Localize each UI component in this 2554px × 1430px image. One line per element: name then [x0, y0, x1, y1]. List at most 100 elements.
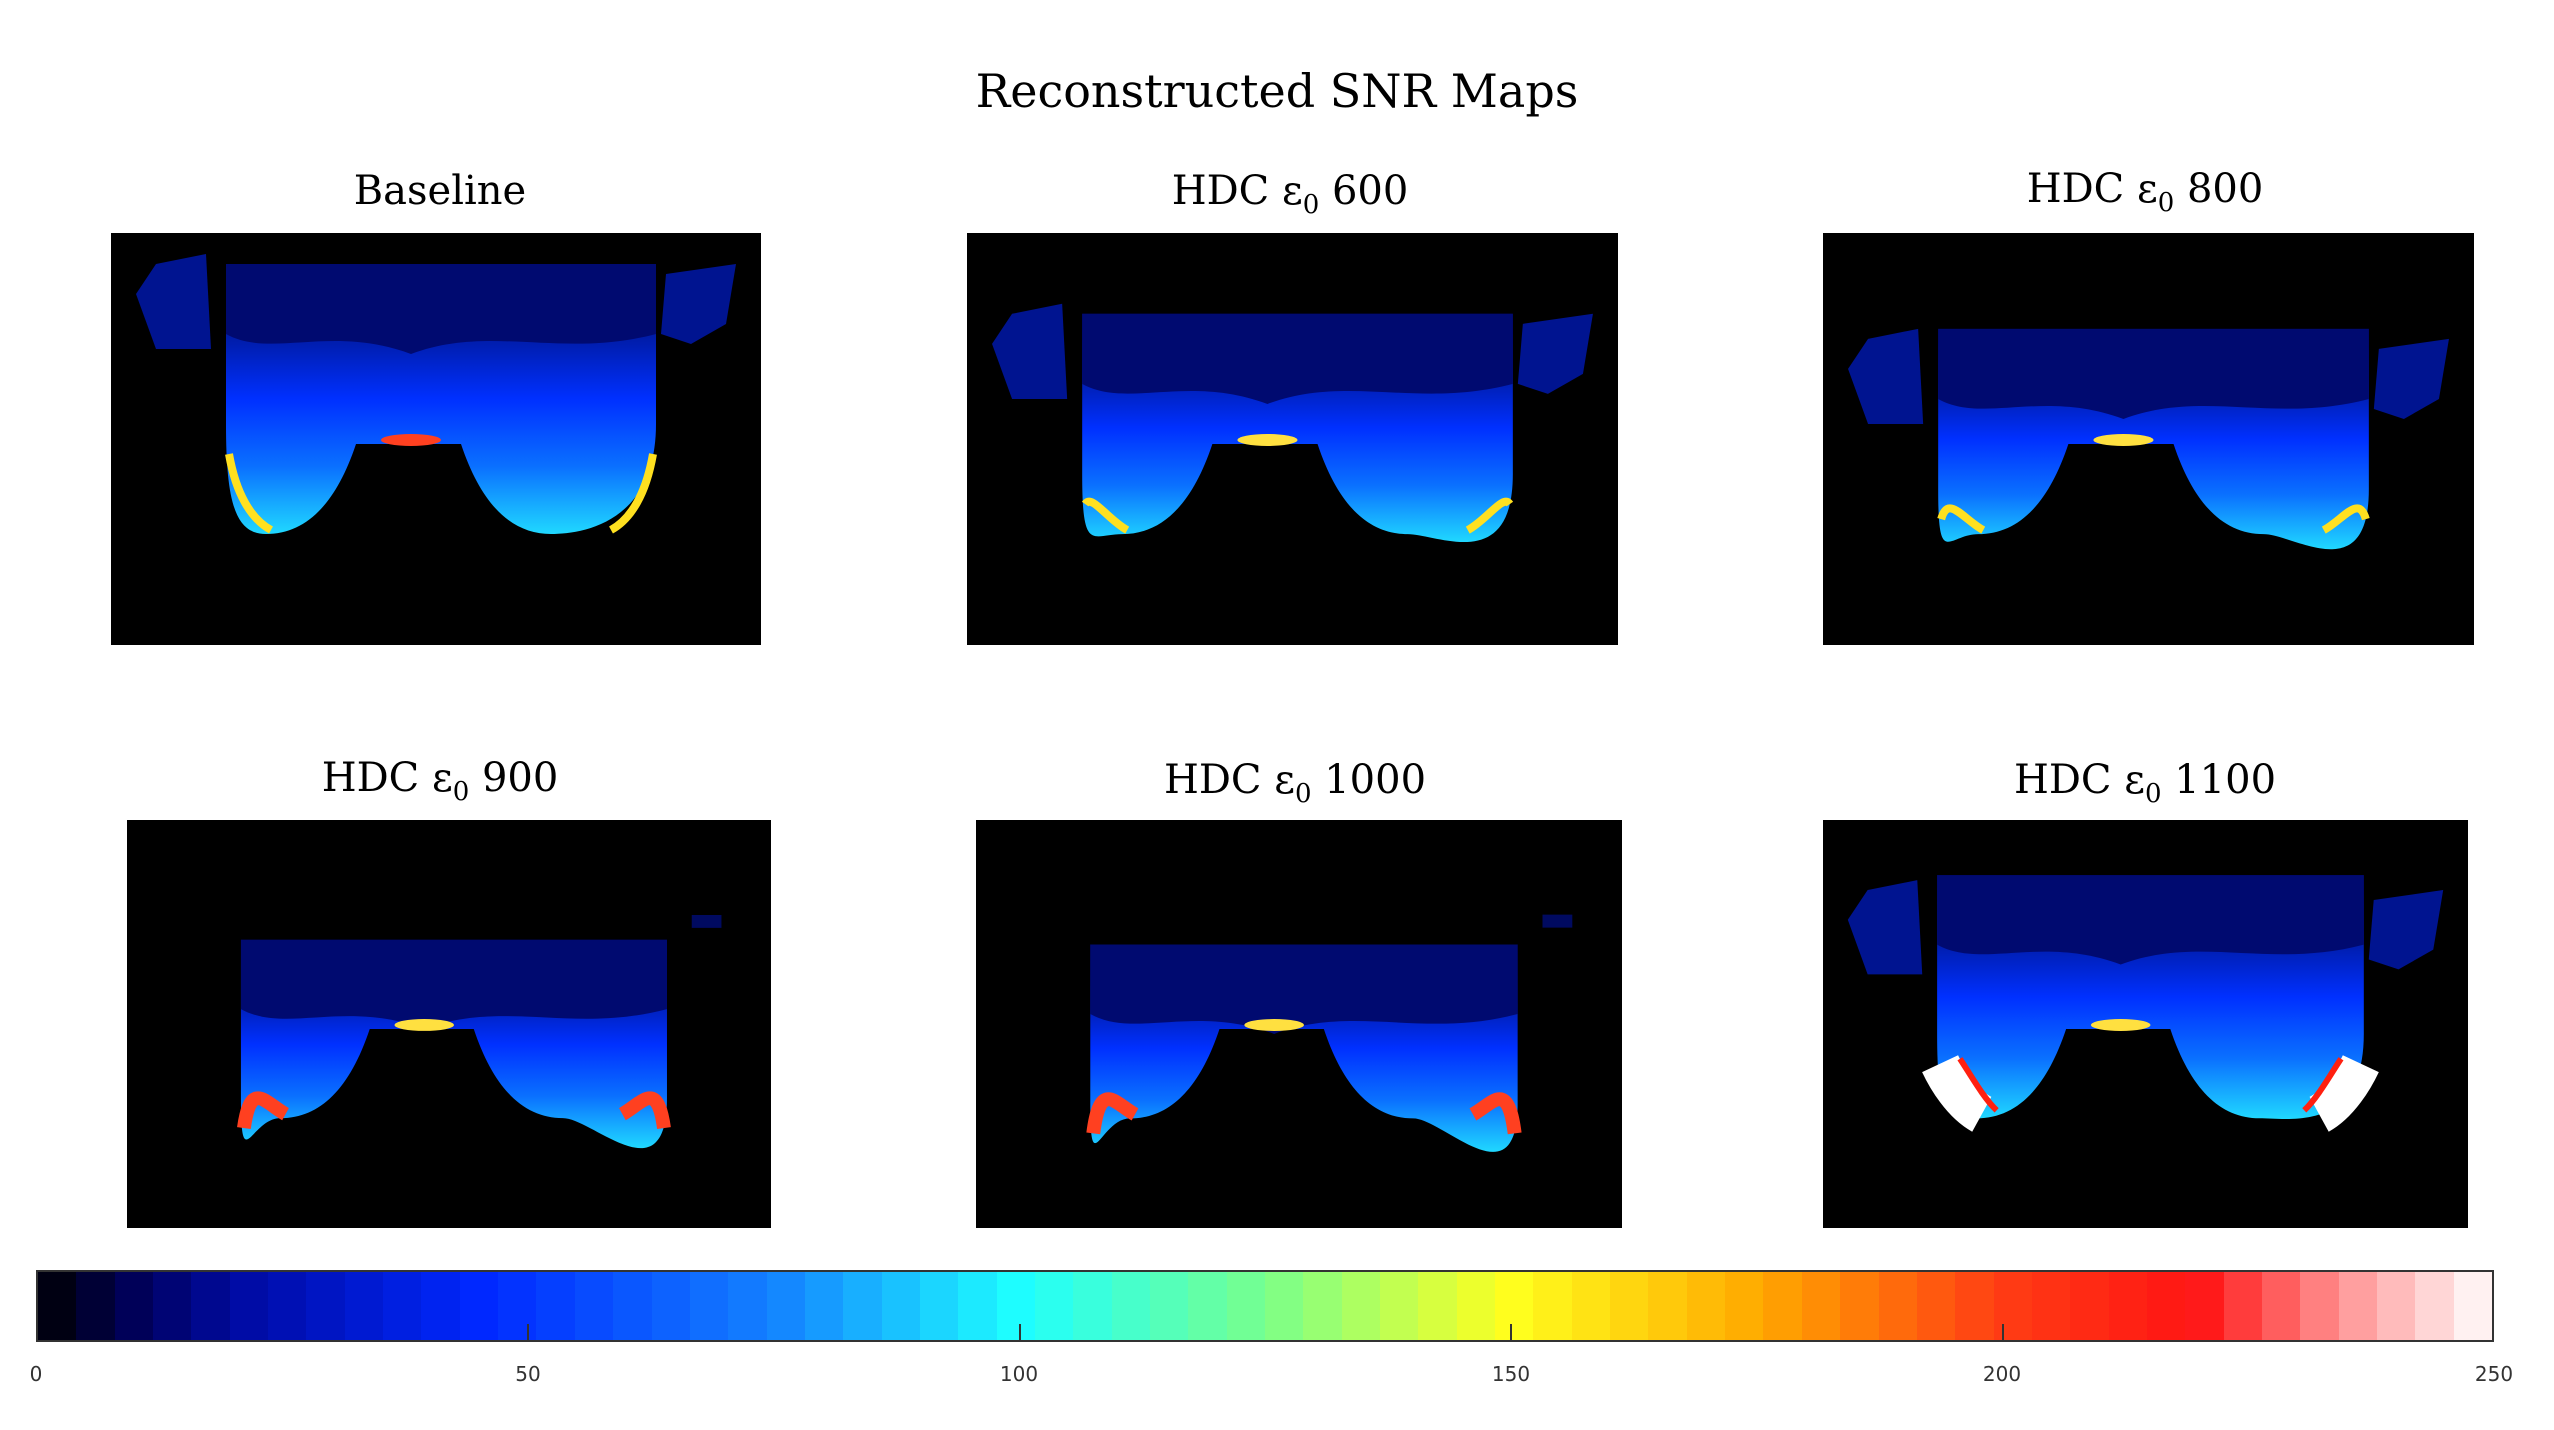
tissue-region	[661, 264, 736, 344]
colorbar-tick	[527, 1324, 529, 1342]
high-snr-spot	[1237, 433, 1298, 447]
panel-title-subscript: 0	[452, 777, 470, 807]
panel-title-hdc-800: HDC ε0 800	[1815, 166, 2475, 218]
colorbar-segment	[613, 1272, 652, 1340]
colorbar-segment	[2338, 1272, 2377, 1340]
panel-title-hdc-1100: HDC ε0 1100	[1815, 757, 2475, 809]
panel-title-prefix: HDC ε	[1171, 168, 1303, 214]
tissue-region	[136, 254, 211, 349]
colorbar-segment	[1226, 1272, 1265, 1340]
colorbar-segment	[1380, 1272, 1419, 1340]
colorbar-segment	[958, 1272, 997, 1340]
colorbar-segment	[1840, 1272, 1879, 1340]
panel-title-hdc-900: HDC ε0 900	[110, 755, 770, 807]
high-snr-rim	[237, 1091, 290, 1130]
panel-title-baseline: Baseline	[110, 168, 770, 214]
colorbar-segment	[1801, 1272, 1841, 1340]
tissue-region	[1937, 875, 2364, 965]
colorbar-segment	[1495, 1272, 1534, 1340]
snr-map-hdc-1000	[976, 820, 1622, 1228]
tissue-region	[1082, 313, 1513, 404]
colorbar-segment	[536, 1272, 575, 1340]
colorbar-segment	[2146, 1272, 2186, 1340]
colorbar-segment	[2223, 1272, 2262, 1340]
colorbar-tick-label: 100	[999, 1362, 1039, 1386]
panel-title-suffix: 1000	[1311, 757, 1427, 803]
colorbar-segment	[1149, 1272, 1189, 1340]
colorbar-segment	[1188, 1272, 1227, 1340]
colorbar-segment	[804, 1272, 844, 1340]
high-snr-rim	[608, 453, 657, 534]
colorbar-strip	[36, 1270, 2494, 1342]
panel-title-subscript: 0	[2144, 779, 2162, 809]
tissue-region	[1542, 914, 1573, 928]
colorbar-segment	[574, 1272, 614, 1340]
figure-title: Reconstructed SNR Maps	[975, 64, 1579, 118]
colorbar	[36, 1270, 2494, 1342]
colorbar-segment	[919, 1272, 959, 1340]
colorbar-tick-label: 0	[29, 1362, 43, 1386]
colorbar-segment	[1034, 1272, 1074, 1340]
panel-title-prefix: HDC ε	[2013, 757, 2145, 803]
colorbar-segment	[1725, 1272, 1764, 1340]
colorbar-segment	[1456, 1272, 1496, 1340]
high-snr-spot	[381, 434, 441, 446]
high-snr-rim	[2321, 504, 2370, 534]
tissue-region	[1848, 328, 1924, 424]
colorbar-tick	[2002, 1324, 2004, 1342]
high-snr-rim	[1081, 497, 1130, 534]
colorbar-segment	[1993, 1272, 2032, 1340]
colorbar-segment	[76, 1272, 115, 1340]
colorbar-segment	[498, 1272, 537, 1340]
colorbar-segment	[1418, 1272, 1457, 1340]
high-snr-rim	[2308, 1054, 2379, 1132]
tissue-region	[1847, 880, 1923, 975]
colorbar-tick-label: 150	[1491, 1362, 1531, 1386]
snr-map-image	[1086, 914, 1573, 1152]
panel-title-prefix: HDC ε	[1163, 757, 1295, 803]
panel-title-suffix: 1100	[2161, 757, 2277, 803]
panel-title-prefix: HDC ε	[321, 755, 453, 801]
panel-title-hdc-1000: HDC ε0 1000	[965, 757, 1625, 809]
colorbar-tick-label: 50	[515, 1362, 541, 1386]
colorbar-segment	[459, 1272, 499, 1340]
high-snr-rim	[1957, 1057, 1999, 1113]
panel-title-prefix: Baseline	[353, 168, 527, 214]
colorbar-segment	[1111, 1272, 1150, 1340]
colorbar-segment	[306, 1272, 345, 1340]
panel-title-subscript: 0	[1302, 190, 1320, 220]
colorbar-segment	[1878, 1272, 1917, 1340]
colorbar-segment	[843, 1272, 882, 1340]
high-snr-rim	[1469, 1092, 1522, 1135]
snr-map-image	[136, 254, 736, 534]
tissue-region	[2373, 338, 2449, 419]
colorbar-segment	[1341, 1272, 1381, 1340]
colorbar-segment	[2376, 1272, 2416, 1340]
panel-title-suffix: 900	[469, 755, 559, 801]
colorbar-segment	[766, 1272, 805, 1340]
snr-map-hdc-800	[1823, 233, 2474, 645]
colorbar-segment	[344, 1272, 384, 1340]
colorbar-segment	[191, 1272, 230, 1340]
high-snr-rim	[618, 1091, 671, 1130]
high-snr-spot	[1244, 1019, 1304, 1031]
high-snr-rim	[225, 453, 274, 534]
snr-map-baseline	[111, 233, 761, 645]
colorbar-segment	[38, 1272, 77, 1340]
high-snr-spot	[2090, 1019, 2151, 1031]
tissue-region	[992, 303, 1068, 399]
colorbar-tick	[1019, 1324, 1021, 1342]
snr-map-image	[1847, 875, 2444, 1132]
tissue-region	[2368, 890, 2444, 970]
colorbar-segment	[114, 1272, 154, 1340]
panel-title-suffix: 600	[1319, 168, 1409, 214]
colorbar-segment	[728, 1272, 767, 1340]
colorbar-segment	[1610, 1272, 1649, 1340]
colorbar-segment	[689, 1272, 729, 1340]
snr-map-image	[1848, 328, 2449, 550]
tissue-region	[1938, 328, 2369, 419]
colorbar-segment	[1916, 1272, 1956, 1340]
colorbar-segment	[1763, 1272, 1802, 1340]
panel-title-suffix: 800	[2174, 166, 2264, 212]
tissue-region	[226, 264, 656, 354]
